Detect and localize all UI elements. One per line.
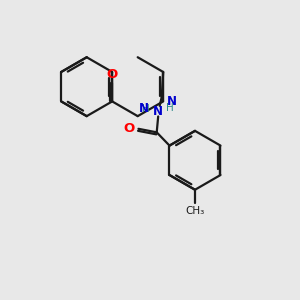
Text: N: N	[139, 102, 149, 115]
Text: O: O	[106, 68, 118, 81]
Text: N: N	[153, 105, 163, 118]
Text: H: H	[167, 103, 174, 112]
Text: O: O	[124, 122, 135, 135]
Text: H: H	[142, 104, 150, 114]
Text: CH₃: CH₃	[185, 206, 205, 216]
Text: N: N	[167, 95, 177, 108]
